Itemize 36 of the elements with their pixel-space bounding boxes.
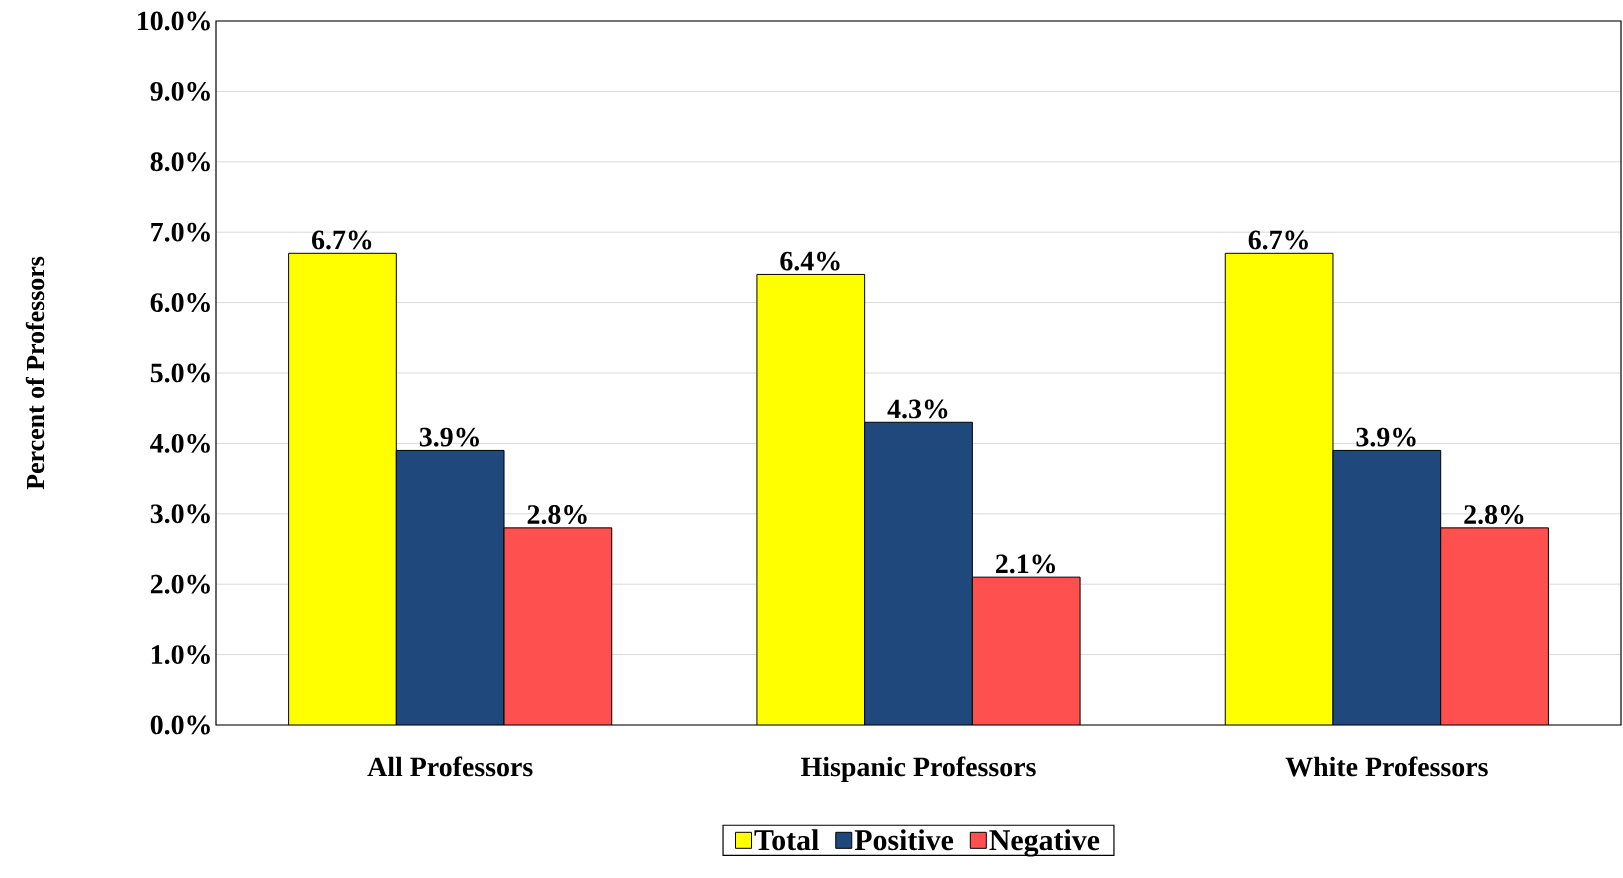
data-label: 6.7% — [1248, 230, 1308, 250]
y-tick-label: 7.0% — [151, 222, 210, 242]
bar — [864, 421, 973, 725]
y-tick-label: 0.0% — [150, 715, 210, 735]
bar — [756, 273, 866, 725]
data-label: 2.8% — [1464, 505, 1524, 525]
bar — [503, 527, 613, 725]
y-tick-label: 1.0% — [151, 645, 210, 665]
legend-label: Negative — [989, 829, 1100, 857]
y-tick-label: 2.0% — [150, 574, 210, 594]
data-label: 3.9% — [1356, 427, 1416, 447]
data-label: 3.9% — [419, 427, 479, 447]
bar — [1332, 449, 1442, 725]
y-tick-label: 10.0% — [138, 11, 210, 31]
x-tick-label: White Professors — [1285, 756, 1488, 777]
y-tick-label: 4.0% — [150, 433, 210, 453]
bar — [1440, 527, 1549, 725]
legend-label: Positive — [854, 829, 954, 851]
bar — [971, 576, 1081, 725]
y-tick-label: 5.0% — [150, 363, 210, 383]
data-label: 2.8% — [527, 505, 587, 525]
data-label: 2.1% — [996, 554, 1055, 574]
y-tick-label: 6.0% — [150, 293, 210, 313]
y-tick-label: 3.0% — [150, 504, 210, 524]
x-tick-label: All Professors — [367, 756, 533, 777]
data-label: 6.4% — [780, 251, 840, 271]
data-label: 4.3% — [887, 399, 948, 419]
data-label: 6.7% — [312, 230, 372, 250]
bar — [1224, 252, 1334, 725]
bar — [288, 252, 397, 725]
bar — [395, 449, 505, 725]
x-tick-label: Hispanic Professors — [801, 756, 1036, 782]
y-axis-title: Percent of Professors — [25, 256, 45, 490]
y-tick-label: 8.0% — [150, 152, 210, 172]
y-tick-label: 9.0% — [150, 81, 210, 101]
legend-label: Total — [754, 829, 819, 851]
